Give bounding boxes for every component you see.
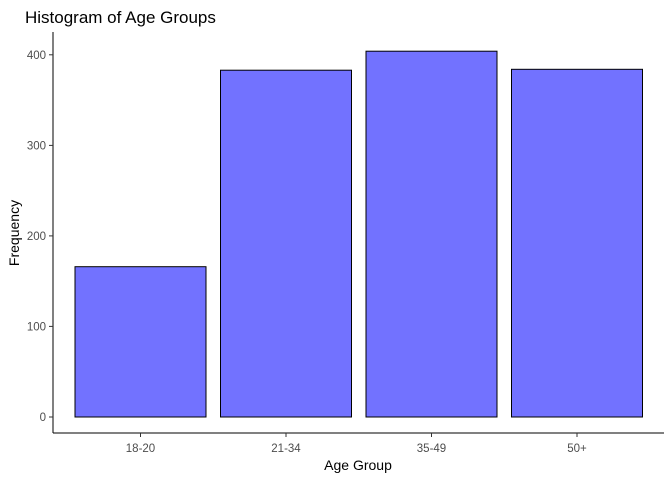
bar-50+ [511,68,643,418]
y-ticks-group: 0 100 200 300 400 [27,50,53,424]
y-axis-title: Frequency [6,200,22,266]
y-tick-label: 400 [27,50,46,62]
y-tick-label: 200 [27,231,46,243]
bar-21-34 [220,69,352,418]
y-tick-label: 300 [27,140,46,152]
bar-18-20 [74,266,207,418]
x-tick-label: 50+ [567,443,587,455]
y-tick-label: 100 [27,321,46,333]
x-axis-title: Age Group [324,457,392,473]
y-tick-label: 0 [40,412,46,424]
x-tick-label: 18-20 [126,443,155,455]
chart-title: Histogram of Age Groups [25,8,216,27]
x-ticks-group: 18-20 21-34 35-49 50+ [126,433,587,455]
x-tick-label: 21-34 [271,443,301,455]
plot-area: 0 100 200 300 400 18-20 21-34 35-49 50+ [27,32,664,455]
x-tick-label: 35-49 [417,443,446,455]
bars-group [74,50,643,418]
bar-35-49 [365,50,498,418]
